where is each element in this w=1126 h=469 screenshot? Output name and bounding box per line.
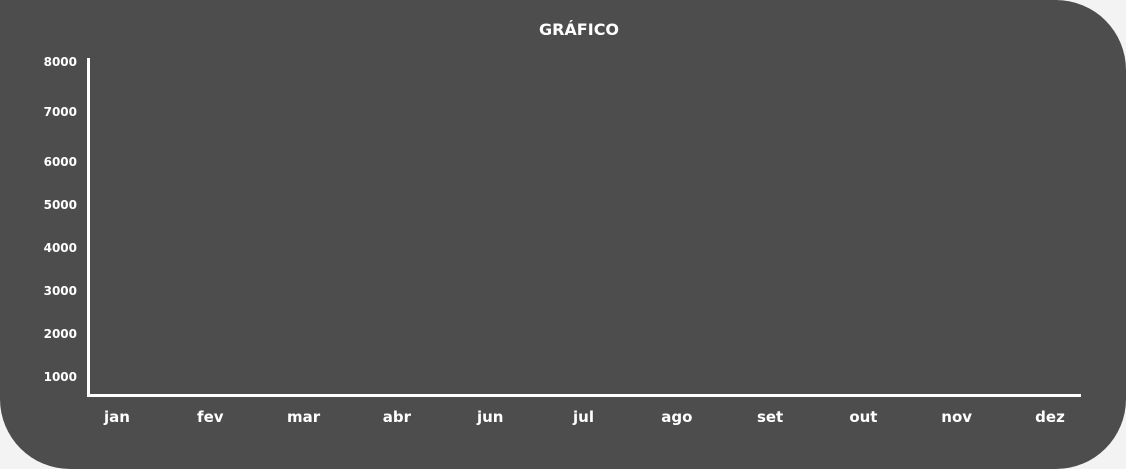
y-label: 7000: [43, 105, 77, 119]
x-label: jun: [476, 408, 504, 426]
y-label: 8000: [43, 55, 77, 69]
x-label: dez: [1035, 408, 1065, 426]
chart-title: GRÁFICO: [538, 20, 620, 39]
x-axis: [87, 394, 1081, 397]
y-label: 3000: [43, 284, 77, 298]
x-label: ago: [661, 408, 693, 426]
x-label: fev: [197, 408, 224, 426]
x-label: jan: [104, 408, 130, 426]
x-label: jul: [573, 408, 594, 426]
x-label: out: [849, 408, 878, 426]
y-label: 6000: [43, 155, 77, 169]
x-label: set: [756, 408, 784, 426]
y-label: 5000: [43, 198, 77, 212]
x-label: mar: [287, 408, 321, 426]
x-label: abr: [382, 408, 412, 426]
y-label: 1000: [43, 370, 77, 384]
x-label: nov: [941, 408, 973, 426]
y-axis: [87, 58, 90, 397]
y-label: 2000: [43, 327, 77, 341]
y-label: 4000: [43, 241, 77, 255]
